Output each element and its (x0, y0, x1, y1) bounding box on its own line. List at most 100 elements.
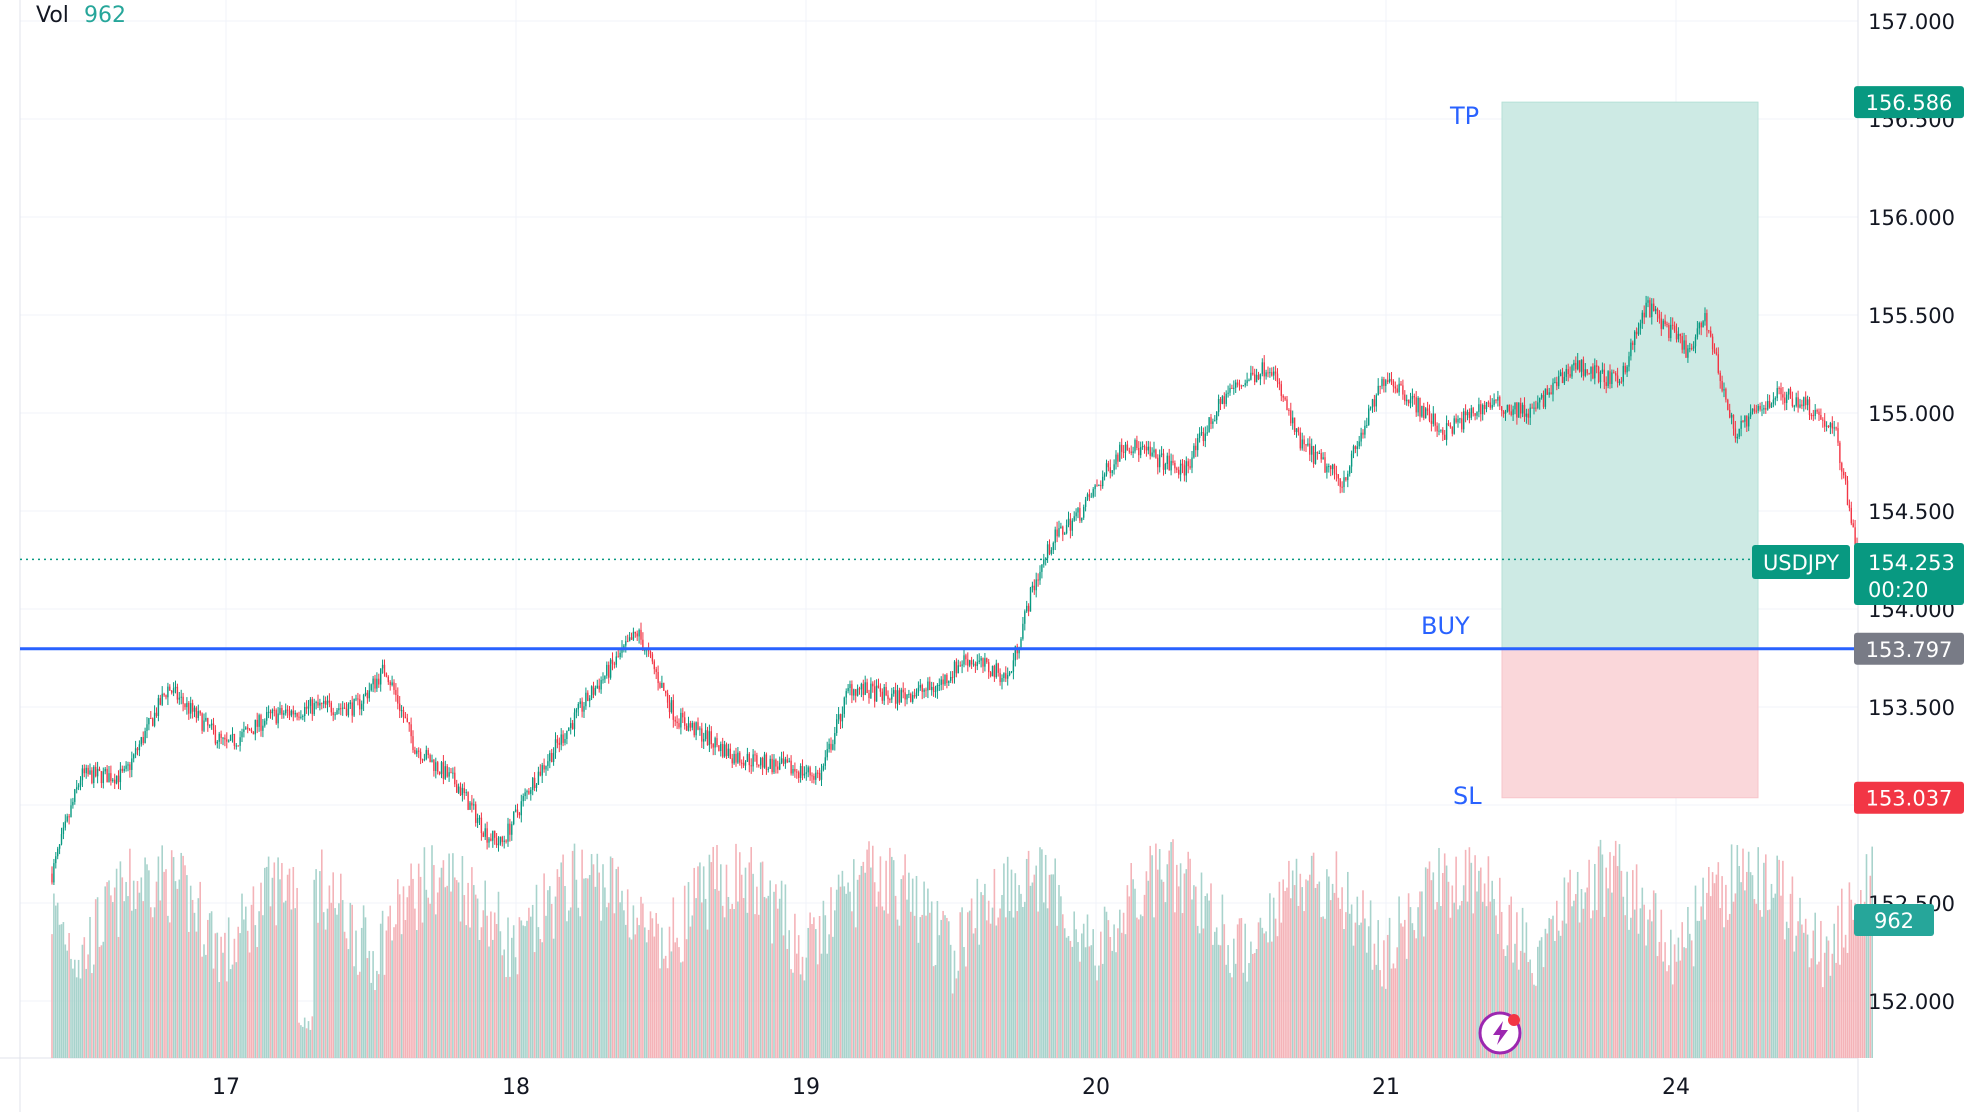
candle-body (1140, 447, 1142, 456)
volume-bar (670, 951, 673, 1058)
candle-body (1447, 423, 1450, 426)
candle-body (1322, 457, 1324, 460)
volume-bar (77, 959, 80, 1058)
volume-bar (951, 993, 954, 1058)
candle-body (330, 702, 332, 713)
candle-body (754, 754, 756, 756)
volume-bar (298, 1022, 300, 1058)
volume-bar (448, 853, 450, 1058)
volume-bar (1833, 923, 1835, 1058)
candle-body (1463, 411, 1465, 430)
volume-bar (858, 874, 861, 1058)
volume-bar (894, 895, 897, 1058)
candle-body (1571, 365, 1573, 377)
candle-body (125, 765, 127, 769)
volume-bar (351, 904, 353, 1058)
candle-body (1371, 399, 1374, 408)
volume-bar (1278, 881, 1281, 1058)
candle-body (1119, 444, 1121, 462)
volume-bar (64, 944, 67, 1058)
volume-bar (1003, 863, 1005, 1058)
volume-bar (588, 874, 591, 1058)
candle-body (243, 729, 245, 732)
volume-bar (1837, 905, 1839, 1058)
symbol-tag[interactable]: USDJPY (1752, 545, 1850, 579)
volume-bar (1221, 894, 1224, 1058)
candle-body (1102, 476, 1104, 487)
candle-body (1183, 465, 1186, 476)
candle-body (674, 719, 676, 722)
volume-bar (1394, 968, 1397, 1058)
candle-body (1748, 416, 1750, 427)
volume-bar (932, 966, 935, 1058)
candle-body (666, 693, 669, 703)
volume-bar (1035, 865, 1037, 1058)
candle-body (518, 812, 521, 816)
volume-bar (720, 864, 722, 1058)
candle-body (1060, 526, 1062, 529)
volume-bar (1176, 864, 1178, 1058)
volume-bar (986, 920, 988, 1058)
volume-bar (1400, 923, 1402, 1058)
volume-bar (302, 1026, 304, 1058)
volume-bar (927, 888, 929, 1058)
candle-body (845, 691, 847, 698)
candle-body (218, 733, 220, 742)
candle-body (1326, 466, 1328, 473)
symbol-name: USDJPY (1763, 551, 1839, 575)
candle-body (817, 772, 819, 774)
volume-bar (1303, 911, 1305, 1058)
time-tick-label: 18 (502, 1075, 530, 1100)
position-zones[interactable] (1501, 101, 1759, 799)
candle-body (537, 771, 540, 785)
volume-bar (182, 855, 184, 1058)
volume-bar (1117, 928, 1119, 1058)
candle-body (1529, 407, 1531, 418)
candle-body (1071, 520, 1073, 531)
candle-body (1822, 419, 1824, 421)
candle-body (1770, 403, 1773, 408)
price-axis[interactable]: 157.000156.500156.000155.500155.000154.5… (1868, 10, 1955, 1014)
candle-body (486, 828, 488, 843)
candle-body (1214, 420, 1216, 422)
volume-bar (1597, 846, 1600, 1058)
candle-body (1244, 383, 1246, 386)
candle-body (133, 754, 135, 759)
candle-body (1672, 324, 1674, 326)
volume-bar (1050, 874, 1053, 1058)
volume-bar (341, 900, 344, 1058)
volume-bar (1723, 927, 1725, 1058)
volume-bar (1324, 918, 1326, 1058)
candle-body (1827, 425, 1830, 428)
candle-body (104, 768, 106, 772)
candle-body (1067, 518, 1070, 526)
volume-bar (1204, 895, 1207, 1058)
candle-body (1362, 432, 1364, 435)
candle-body (264, 720, 266, 726)
volume-bar (1407, 893, 1410, 1058)
volume-bar (1510, 896, 1512, 1058)
volume-bar (509, 976, 511, 1058)
candle-body (1328, 466, 1330, 468)
volume-bar (1442, 872, 1444, 1058)
time-axis[interactable]: 17 18 19 20 21 24 (212, 1075, 1690, 1100)
volume-bar (1827, 940, 1830, 1058)
volume-bar (1548, 918, 1550, 1058)
volume-bar (1772, 897, 1775, 1058)
volume-bar (189, 885, 192, 1058)
candle-body (1411, 396, 1414, 400)
candle-body (79, 780, 82, 786)
candle-body (965, 655, 967, 660)
volume-bar (1065, 937, 1068, 1058)
candle-body (292, 710, 294, 715)
candle-body (393, 682, 395, 690)
candle-body (1491, 404, 1493, 408)
candle-body (157, 698, 160, 716)
candle-body (1778, 388, 1780, 390)
volume-bar (1227, 945, 1229, 1058)
lightning-badge-icon[interactable] (1478, 1011, 1522, 1055)
candle-body (1715, 352, 1718, 355)
volume-bar (1567, 882, 1569, 1058)
volume-bar (176, 888, 179, 1058)
